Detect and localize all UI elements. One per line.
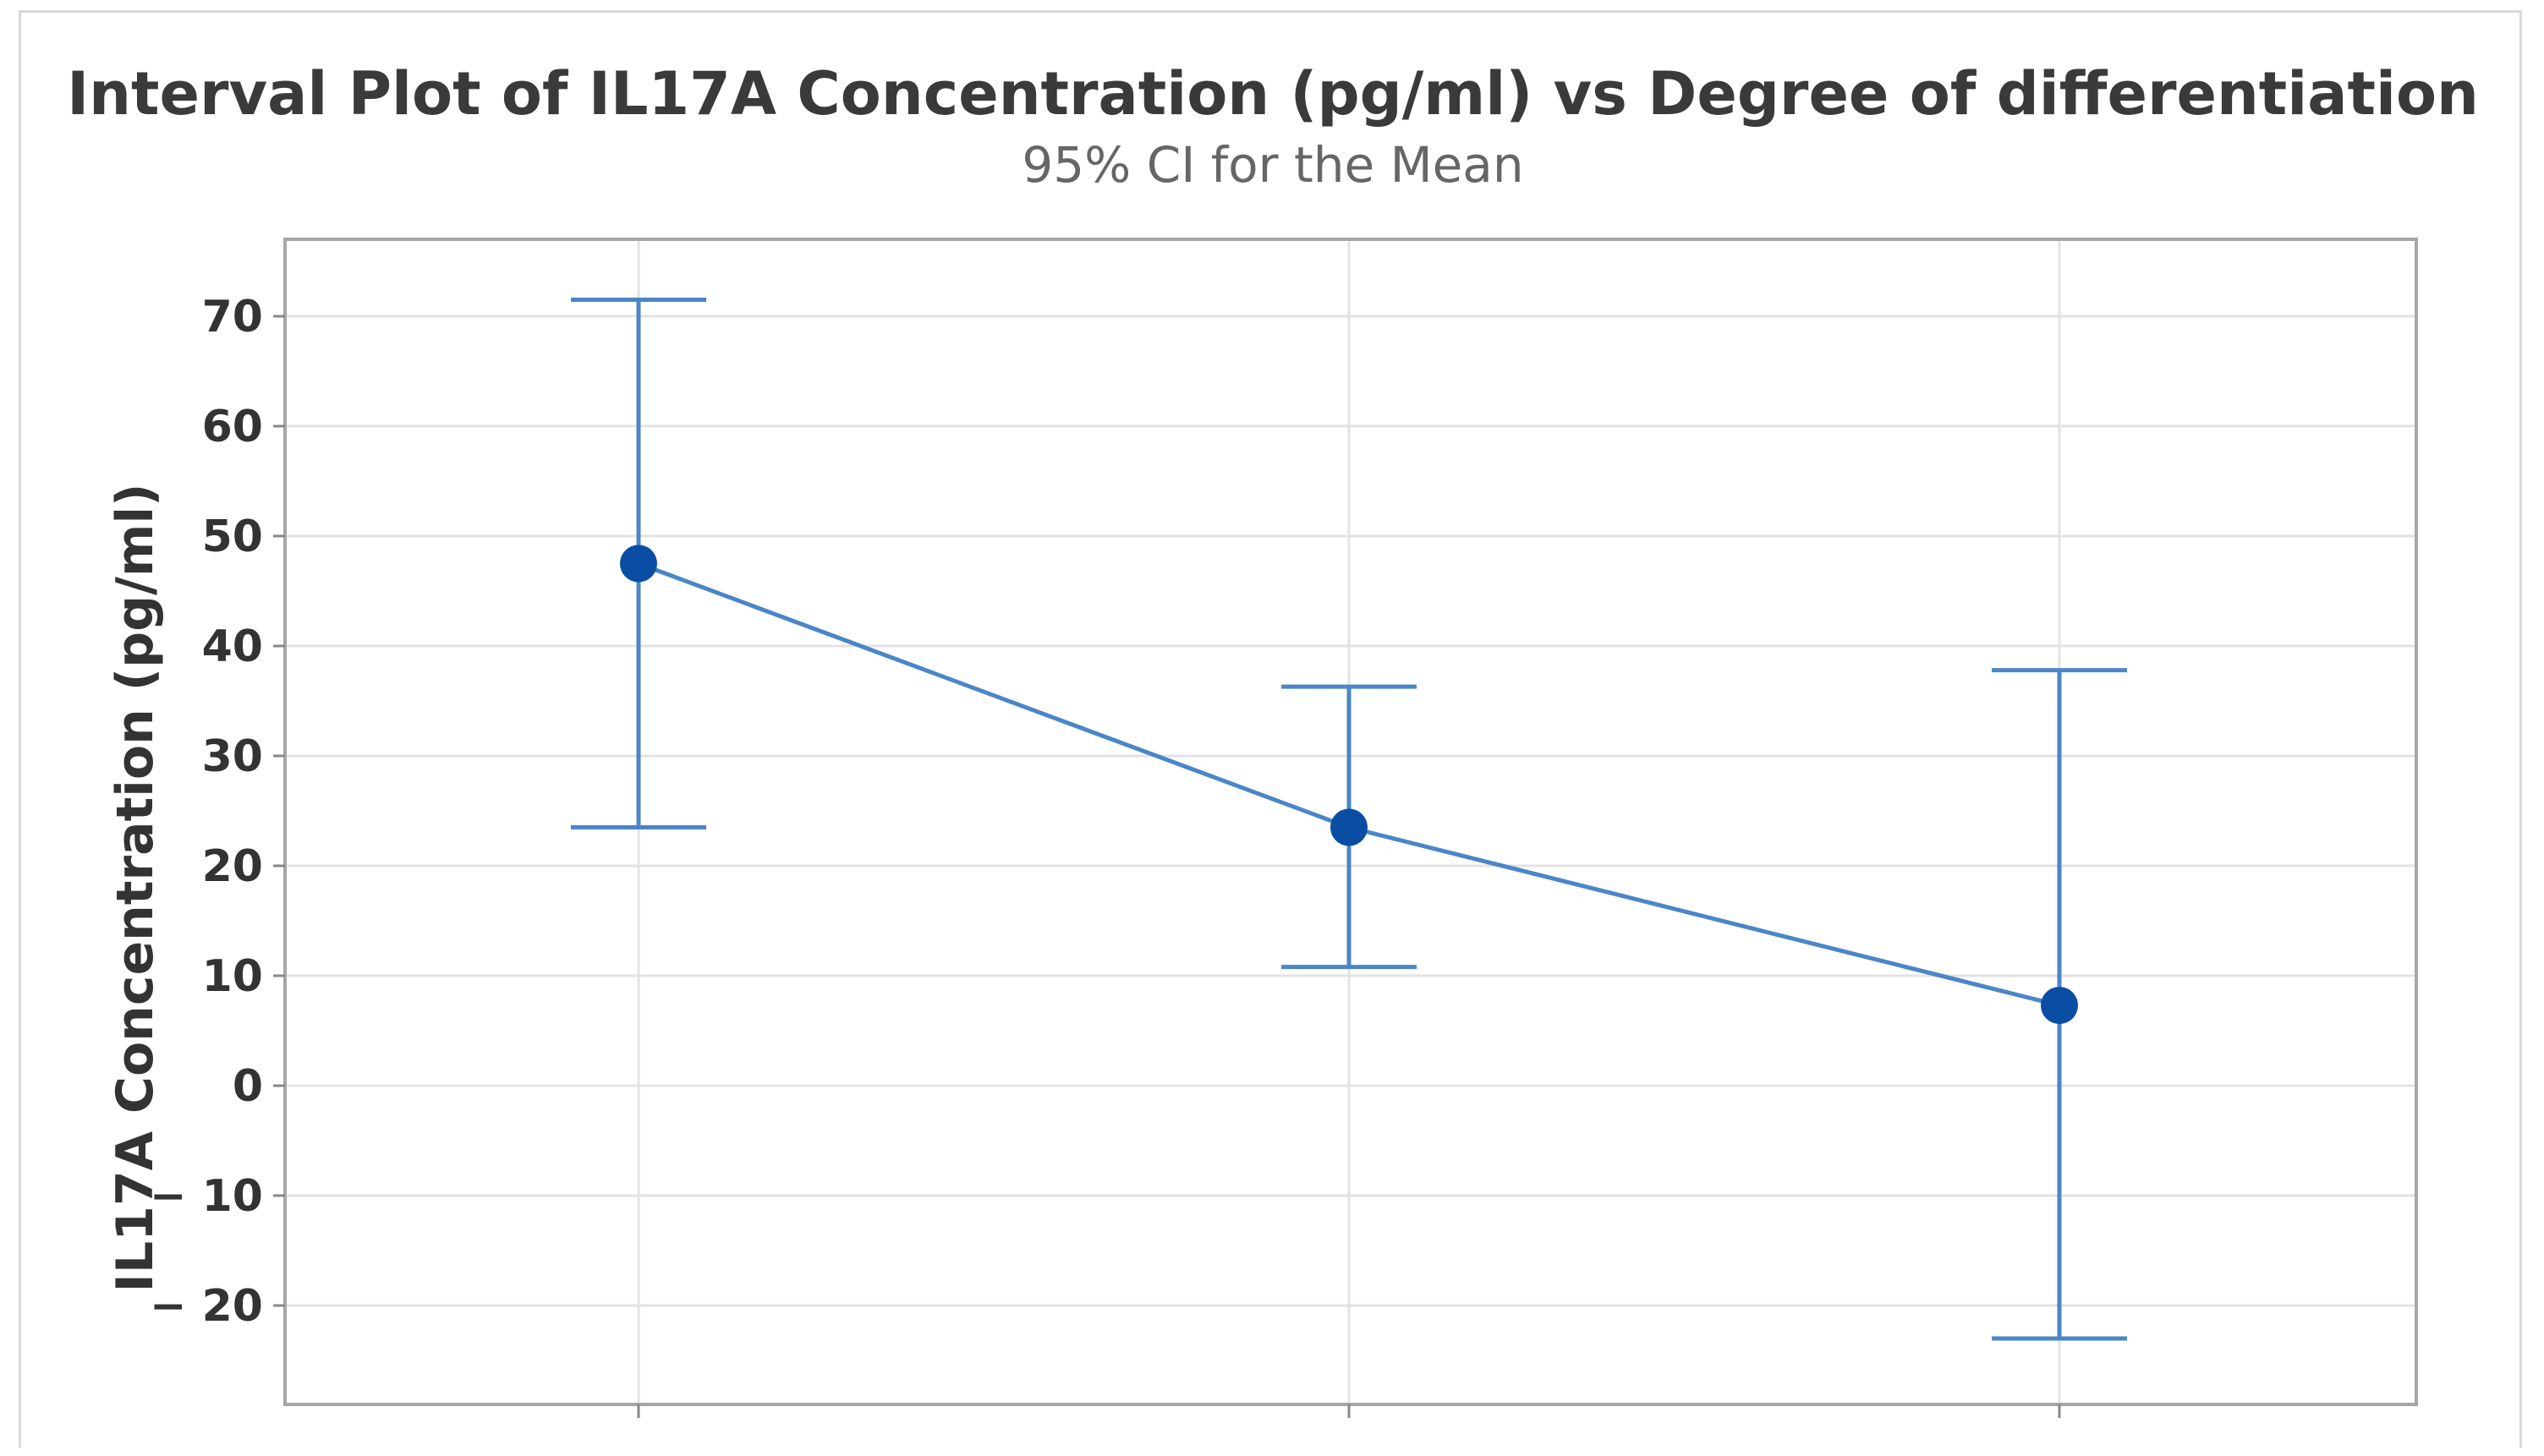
intervals <box>571 298 2127 1341</box>
y-tick-label: 50 <box>202 512 263 562</box>
y-tick-label: 10 <box>202 951 263 1002</box>
interval-1 <box>571 298 706 829</box>
x-axis-ticks <box>637 1404 2061 1418</box>
interval-3 <box>1992 668 2127 1341</box>
y-tick-label: − 20 <box>150 1281 263 1332</box>
y-axis-ticks: 70 60 50 40 30 20 10 0 − 10 − 20 <box>150 292 285 1332</box>
y-tick-label: 20 <box>202 841 263 892</box>
y-tick-label: 30 <box>202 731 263 782</box>
plot-area-frame <box>283 238 2418 1406</box>
chart-title: Interval Plot of IL17A Concentration (pg… <box>67 59 2479 129</box>
mean-point <box>620 545 657 583</box>
y-tick-label: 70 <box>202 292 263 342</box>
chart-frame <box>19 10 2522 1448</box>
y-tick-label: 0 <box>233 1061 263 1112</box>
y-tick-label: 60 <box>202 402 263 452</box>
interval-2 <box>1281 684 1417 970</box>
mean-point <box>2041 987 2078 1025</box>
y-axis-label: IL17A Concentration (pg/ml) <box>106 484 165 1293</box>
chart-subtitle: 95% CI for the Mean <box>1022 136 1523 194</box>
y-tick-label: − 10 <box>150 1171 263 1222</box>
y-tick-label: 40 <box>202 621 263 672</box>
mean-point <box>1330 808 1368 846</box>
